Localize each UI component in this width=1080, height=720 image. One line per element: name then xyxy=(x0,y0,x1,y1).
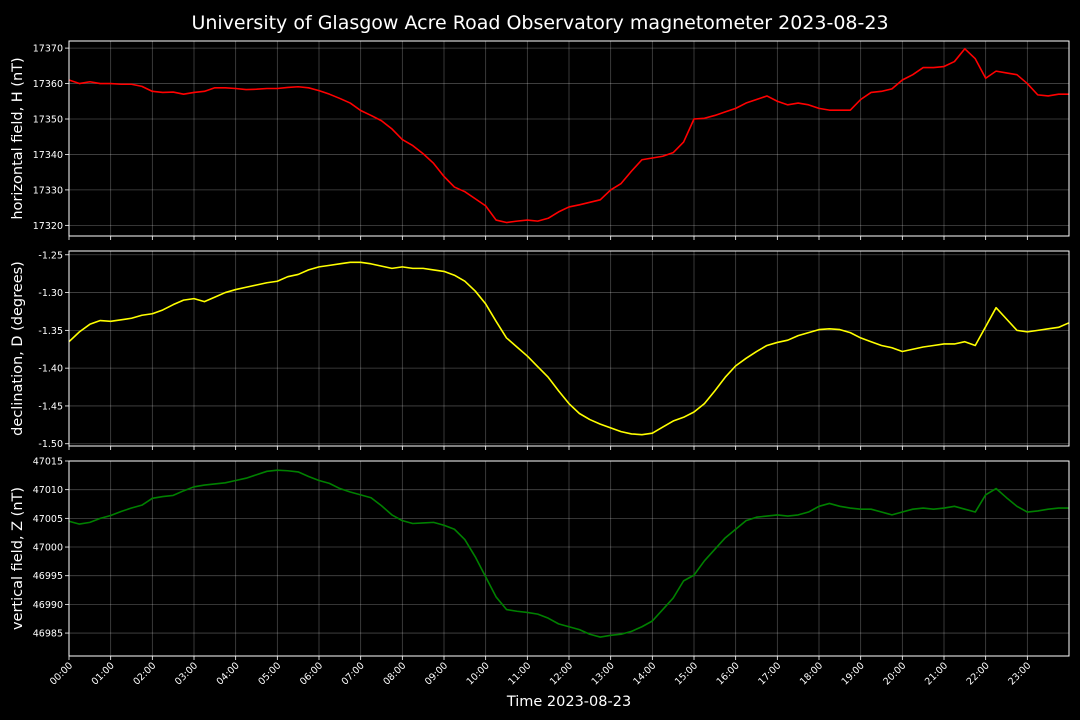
panels-layer: 17370 17360 17350 17340 17330 17320 horizontal… xyxy=(10,40,1070,660)
y-tick-label: 46990 xyxy=(33,600,63,611)
y-axis-label: vertical field, Z (nT) xyxy=(10,487,26,630)
y-tick-label: 47005 xyxy=(33,514,63,525)
series-line xyxy=(68,469,1069,638)
y-axis-label: declination, D (degrees) xyxy=(10,261,26,436)
panel-frame xyxy=(68,460,1070,657)
y-tick-label: 46995 xyxy=(33,571,63,582)
chart-title: University of Glasgow Acre Road Observat… xyxy=(191,12,888,34)
panel-frame xyxy=(68,250,1070,447)
y-tick-label: 47010 xyxy=(33,485,63,496)
panel-3: 47015 47010 47005 47000 46995 46990 46985 verti… xyxy=(10,457,1070,660)
y-tick-label: 17340 xyxy=(33,150,63,161)
panel-2: -1.25 -1.30 -1.35 -1.40 -1.45 -1.50 declinatio… xyxy=(10,250,1070,450)
y-tick-label: 17360 xyxy=(33,79,63,90)
y-tick-label: 17350 xyxy=(33,115,63,126)
y-tick-label: 47000 xyxy=(33,543,63,554)
y-tick-label: 46985 xyxy=(33,629,63,640)
panel-1: 17370 17360 17350 17340 17330 17320 horizontal… xyxy=(10,40,1070,240)
y-tick-label: -1.40 xyxy=(38,364,63,375)
y-tick-label: -1.50 xyxy=(38,439,63,450)
series-line xyxy=(68,48,1069,224)
y-tick-label: -1.45 xyxy=(38,401,63,412)
y-tick-label: -1.35 xyxy=(38,326,63,337)
y-axis-label: horizontal field, H (nT) xyxy=(10,57,26,219)
y-tick-label: -1.30 xyxy=(38,288,63,299)
panel-frame xyxy=(68,40,1070,237)
y-tick-label: 17320 xyxy=(33,221,63,232)
y-tick-label: 17370 xyxy=(33,44,63,55)
y-tick-label: 47015 xyxy=(33,457,63,468)
y-tick-label: -1.25 xyxy=(38,250,63,261)
series-line xyxy=(68,261,1070,436)
y-tick-label: 17330 xyxy=(33,185,63,196)
x-axis-label: Time 2023-08-23 xyxy=(506,694,631,710)
